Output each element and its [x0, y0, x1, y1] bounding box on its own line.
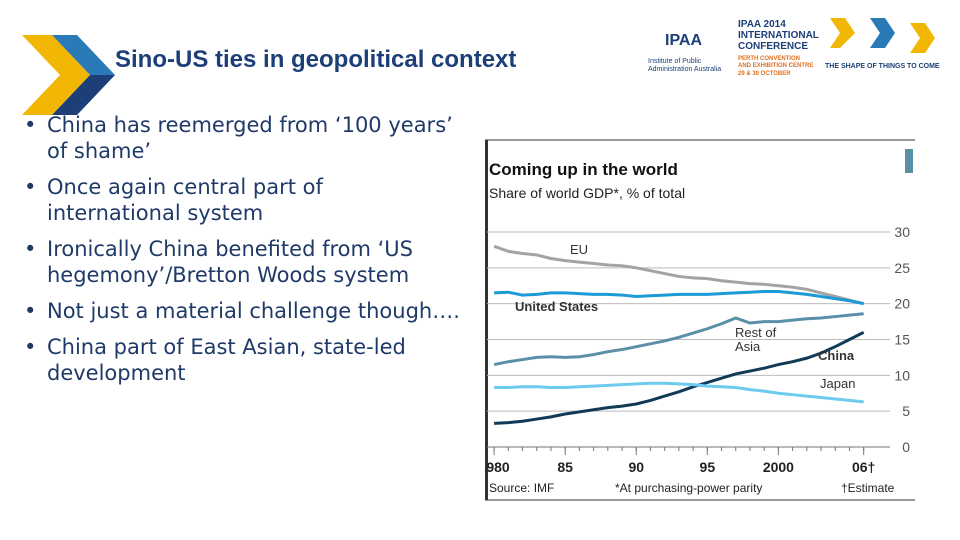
x-tick-label: 85	[557, 459, 573, 475]
x-tick-label: 06†	[852, 459, 875, 475]
bullet: China part of East Asian, state-led deve…	[22, 334, 462, 386]
x-tick-label: 95	[700, 459, 716, 475]
y-tick-label: 20	[894, 296, 910, 312]
x-tick-label: 2000	[763, 459, 794, 475]
logo-ipaa: IPAA	[665, 32, 703, 49]
chart-title: Coming up in the world	[489, 160, 678, 179]
logo-line: INTERNATIONAL	[738, 30, 819, 41]
logo-line: PERTH CONVENTION	[738, 56, 801, 62]
series-line	[493, 244, 865, 306]
bullet: China has reemerged from ‘100 years’ of …	[22, 112, 462, 164]
chart: Coming up in the world Share of world GDP…	[485, 139, 915, 501]
x-tick-label: 1980	[485, 459, 510, 475]
slide-title: Sino-US ties in geopolitical context	[115, 46, 517, 73]
header-marker	[905, 149, 913, 173]
series-line	[493, 312, 864, 367]
y-tick-label: 5	[902, 403, 910, 419]
series-label: Rest of Asia	[735, 325, 777, 354]
logo-institute: Institute of Public Administration Austr…	[648, 58, 722, 73]
bullet: Once again central part of international…	[22, 174, 462, 226]
logo-line: CONFERENCE	[738, 41, 809, 52]
series-label: China	[818, 348, 855, 363]
bullet: Ironically China benefited from ‘US hege…	[22, 236, 462, 288]
x-tick-label: 90	[628, 459, 644, 475]
series-label: EU	[570, 242, 589, 257]
series-line	[494, 330, 865, 425]
note: *At purchasing-power parity	[615, 481, 762, 495]
y-tick-label: 15	[894, 332, 910, 348]
series-line	[494, 381, 864, 404]
logo-line: AND EXHIBITION CENTRE	[738, 63, 814, 69]
logo-line: 29 & 30 OCTOBER	[738, 71, 791, 77]
y-tick-label: 25	[894, 260, 910, 276]
bullet-list: China has reemerged from ‘100 years’ of …	[22, 112, 462, 396]
series-label: United States	[515, 299, 599, 314]
logo-line: IPAA 2014	[738, 19, 786, 30]
logo-chevron	[22, 35, 115, 115]
series-label: Japan	[820, 376, 856, 391]
frame-side	[485, 140, 488, 500]
logo-line: THE SHAPE OF THINGS TO COME	[825, 63, 940, 70]
estimate-note: †Estimate	[841, 481, 895, 495]
source: Source: IMF	[489, 481, 554, 495]
bullet: Not just a material challenge though….	[22, 298, 462, 324]
series-line	[494, 289, 864, 306]
chart-subtitle: Share of world GDP*, % of total	[489, 185, 685, 201]
logo-shapes	[830, 18, 935, 53]
y-tick-label: 0	[902, 439, 910, 455]
y-tick-label: 30	[894, 224, 910, 240]
y-tick-label: 10	[894, 367, 910, 383]
